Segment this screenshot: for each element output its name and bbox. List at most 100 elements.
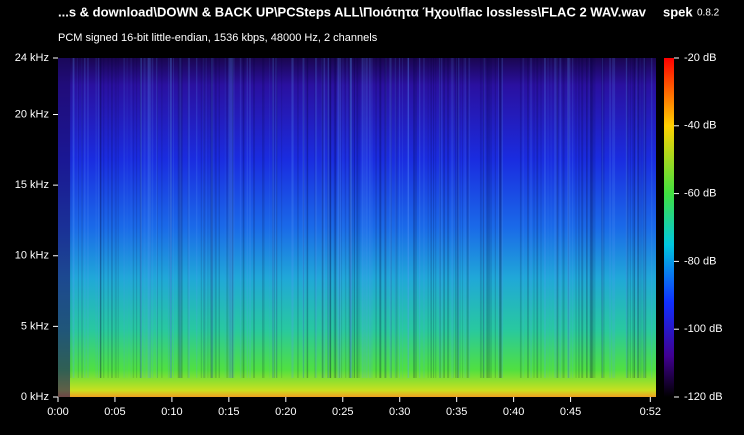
x-tick-label: 0:40: [503, 406, 524, 418]
texture: [601, 58, 603, 378]
texture: [339, 58, 342, 378]
texture: [327, 58, 329, 378]
y-tick-label: 24 kHz: [15, 52, 49, 64]
texture: [273, 58, 275, 378]
x-tick-label: 0:20: [275, 406, 296, 418]
texture: [95, 58, 98, 378]
texture: [115, 58, 118, 378]
texture: [123, 58, 126, 378]
texture: [415, 58, 417, 378]
texture: [632, 58, 634, 378]
texture: [413, 58, 415, 378]
color-tick-label: -80 dB: [684, 255, 716, 267]
texture: [72, 58, 75, 378]
texture: [337, 58, 339, 378]
texture: [527, 58, 529, 378]
texture: [353, 58, 355, 378]
texture: [375, 58, 377, 378]
texture: [291, 58, 294, 378]
texture: [637, 58, 640, 378]
texture: [499, 58, 503, 378]
texture: [555, 58, 558, 378]
texture: [567, 58, 569, 378]
texture: [241, 58, 243, 378]
texture: [547, 58, 549, 378]
texture: [370, 58, 372, 378]
texture: [430, 58, 432, 378]
y-tick-label: 5 kHz: [21, 320, 49, 332]
x-tick-label: 0:25: [332, 406, 353, 418]
texture: [272, 58, 275, 378]
texture: [148, 58, 151, 378]
texture: [321, 58, 323, 378]
texture: [272, 58, 274, 378]
texture: [591, 58, 593, 378]
texture: [396, 58, 398, 378]
texture: [111, 58, 113, 378]
texture: [427, 58, 429, 378]
texture: [315, 58, 317, 378]
texture: [107, 58, 109, 378]
texture: [187, 58, 190, 378]
y-tick-label: 10 kHz: [15, 250, 49, 262]
texture: [626, 58, 628, 378]
texture: [641, 58, 643, 378]
texture: [148, 58, 149, 378]
texture: [457, 58, 460, 378]
texture: [224, 58, 226, 378]
texture: [359, 58, 361, 378]
texture: [418, 58, 421, 378]
texture: [419, 58, 420, 378]
texture: [626, 58, 629, 378]
texture: [337, 58, 340, 378]
texture: [356, 58, 358, 378]
texture: [591, 58, 594, 378]
texture: [459, 58, 461, 378]
texture: [447, 58, 450, 378]
texture: [455, 58, 458, 378]
texture: [132, 58, 135, 378]
texture: [589, 58, 591, 378]
texture: [144, 58, 147, 378]
texture: [394, 58, 396, 378]
texture: [479, 58, 482, 378]
texture: [626, 58, 628, 378]
texture: [540, 58, 542, 378]
texture: [329, 58, 332, 378]
texture: [490, 58, 492, 378]
texture: [173, 58, 174, 378]
texture: [338, 58, 341, 378]
texture: [81, 58, 83, 378]
texture: [408, 58, 409, 378]
texture: [556, 58, 559, 378]
texture: [262, 58, 264, 378]
x-tick-label: 0:35: [446, 406, 467, 418]
app-name: spek: [663, 4, 693, 19]
texture: [389, 58, 392, 378]
texture: [323, 58, 326, 378]
texture: [70, 58, 72, 378]
texture: [651, 58, 653, 378]
texture: [100, 58, 102, 378]
texture: [297, 58, 299, 378]
texture: [468, 58, 471, 378]
texture: [346, 58, 348, 378]
texture: [483, 58, 486, 378]
texture: [72, 58, 75, 378]
texture: [303, 58, 305, 378]
texture: [384, 58, 387, 378]
texture: [167, 58, 169, 378]
texture: [211, 58, 213, 378]
texture: [642, 58, 645, 378]
texture: [281, 58, 283, 378]
stream-info: PCM signed 16-bit little-endian, 1536 kb…: [58, 32, 378, 44]
texture: [350, 58, 352, 378]
texture: [590, 58, 592, 378]
texture: [379, 58, 381, 378]
texture: [179, 58, 181, 378]
texture: [456, 58, 459, 378]
texture: [466, 58, 469, 378]
texture: [571, 58, 574, 378]
texture: [243, 58, 245, 378]
color-tick-label: -120 dB: [684, 391, 723, 403]
